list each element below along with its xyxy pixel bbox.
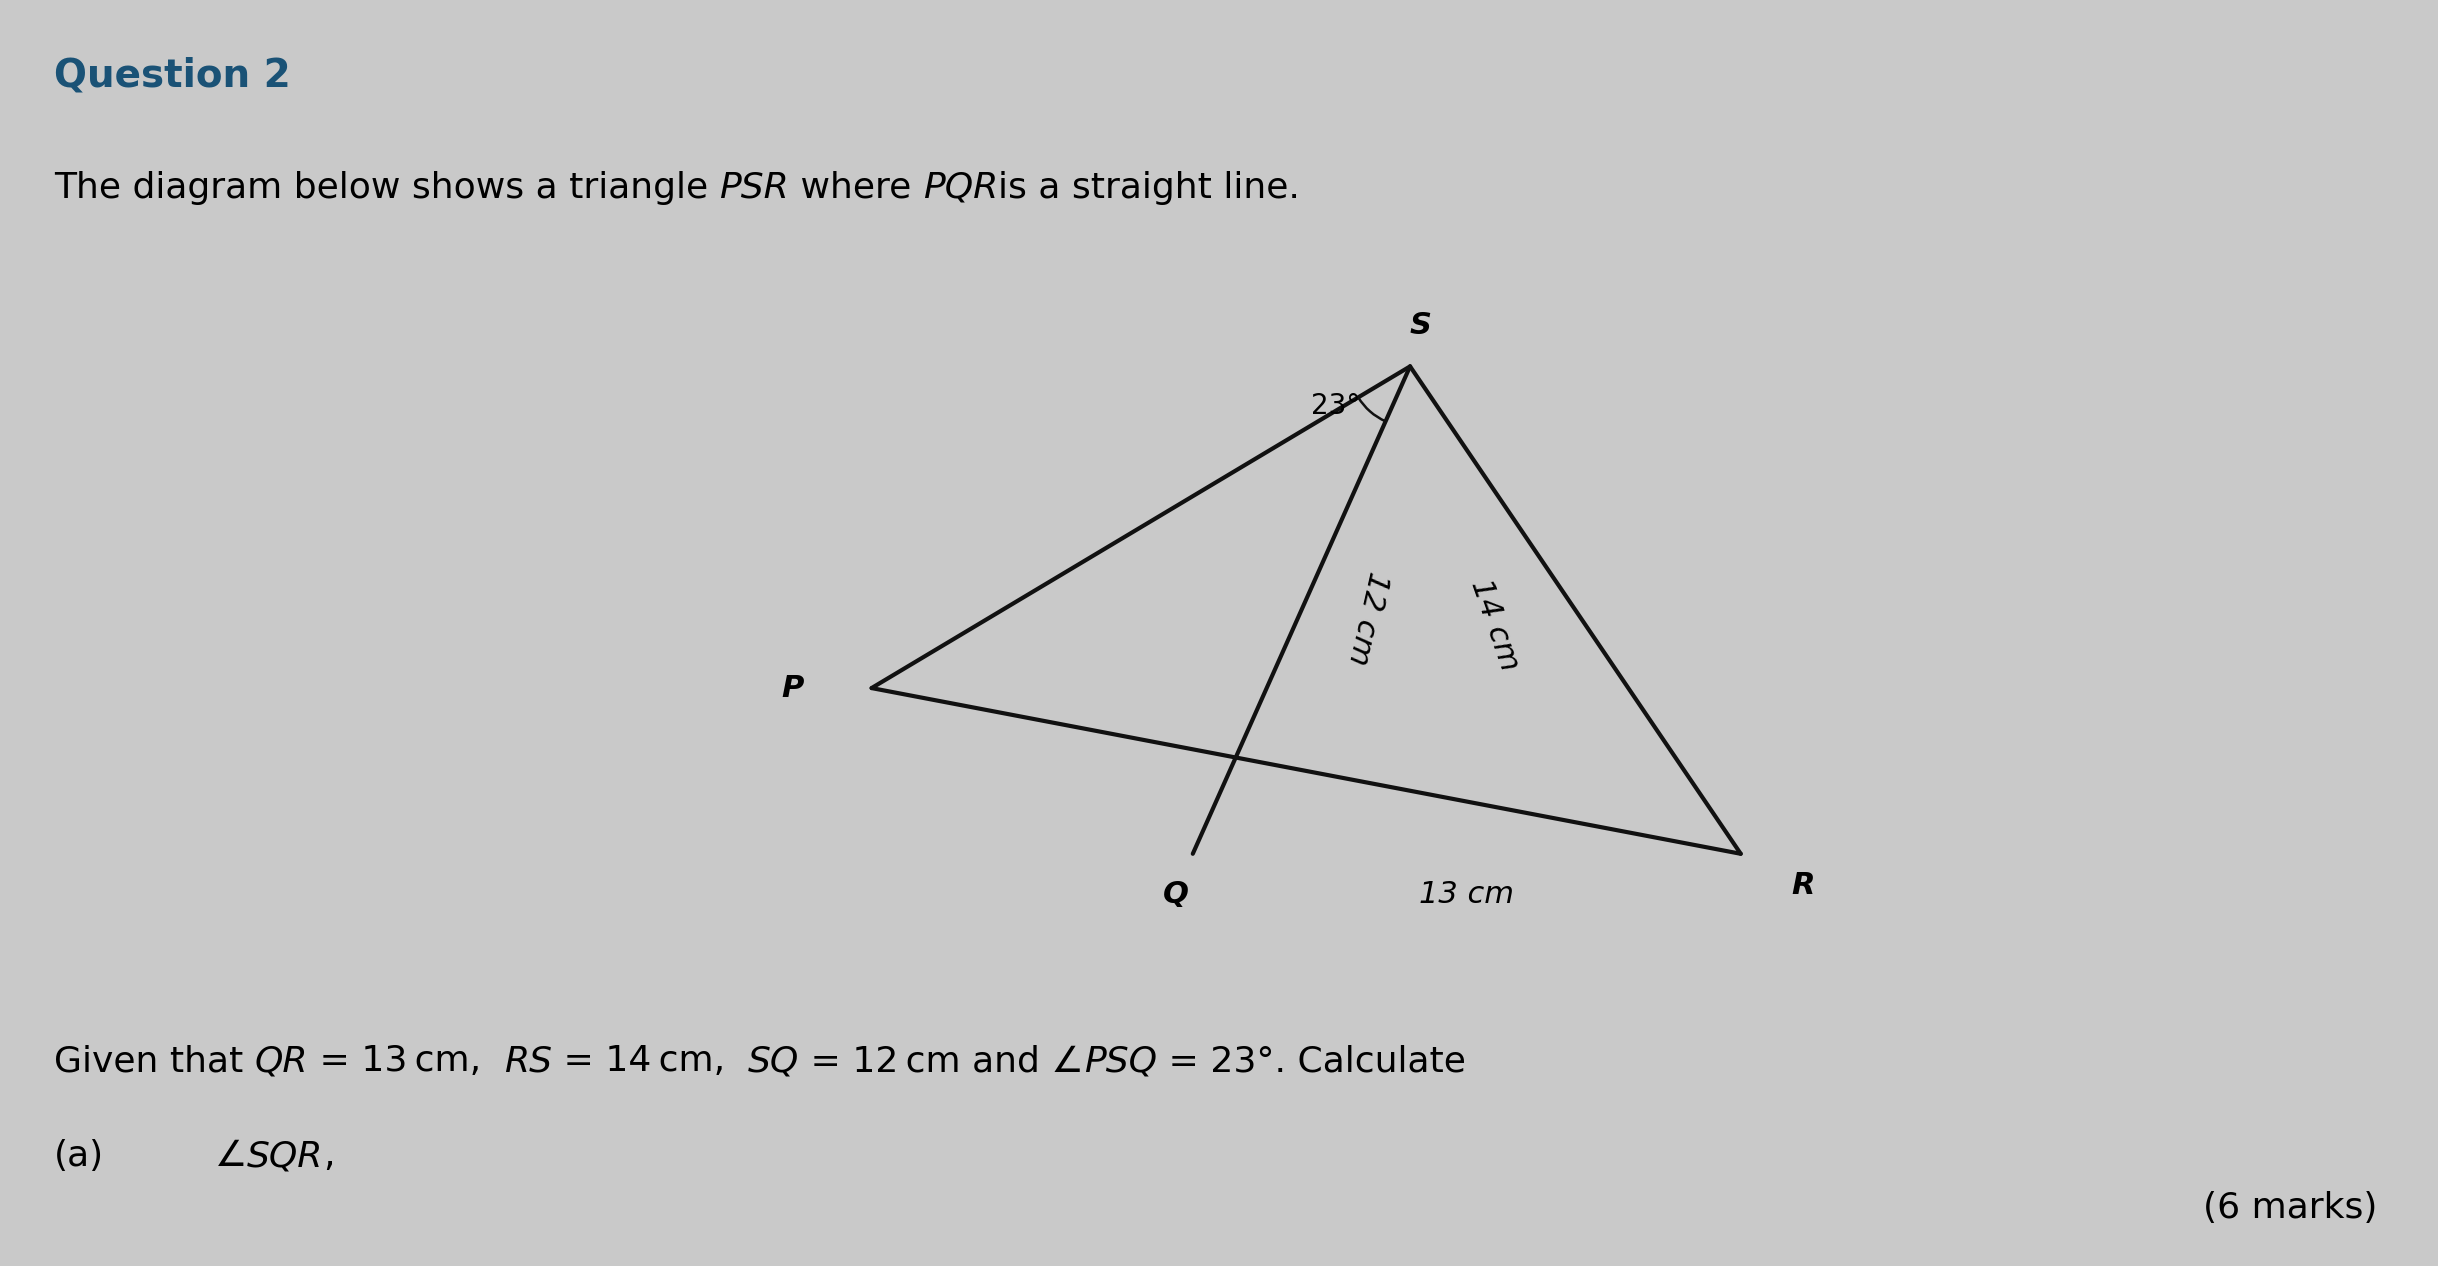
Text: QR: QR xyxy=(254,1044,307,1079)
Text: RS: RS xyxy=(505,1044,551,1079)
Text: P: P xyxy=(780,674,805,703)
Text: is a straight line.: is a straight line. xyxy=(997,171,1299,205)
Text: R: R xyxy=(1792,871,1816,900)
Text: 14 cm: 14 cm xyxy=(1465,575,1524,675)
Text: = 14 cm,: = 14 cm, xyxy=(551,1044,748,1079)
Text: The diagram below shows a triangle: The diagram below shows a triangle xyxy=(54,171,719,205)
Text: PSQ: PSQ xyxy=(1085,1044,1158,1079)
Text: ∠: ∠ xyxy=(215,1139,246,1174)
Text: = 12 cm and ∠: = 12 cm and ∠ xyxy=(800,1044,1085,1079)
Text: 13 cm: 13 cm xyxy=(1419,880,1514,909)
Text: where: where xyxy=(790,171,922,205)
Text: Question 2: Question 2 xyxy=(54,57,290,95)
Text: S: S xyxy=(1409,311,1431,341)
Text: 12 cm: 12 cm xyxy=(1343,568,1392,667)
Text: 23°: 23° xyxy=(1312,391,1360,419)
Text: Q: Q xyxy=(1163,880,1190,909)
Text: SQR: SQR xyxy=(246,1139,324,1174)
Text: (6 marks): (6 marks) xyxy=(2202,1191,2377,1225)
Text: PSR: PSR xyxy=(719,171,790,205)
Text: Given that: Given that xyxy=(54,1044,254,1079)
Text: (a): (a) xyxy=(54,1139,105,1174)
Text: PQR: PQR xyxy=(922,171,997,205)
Text: = 23°. Calculate: = 23°. Calculate xyxy=(1158,1044,1465,1079)
Text: SQ: SQ xyxy=(748,1044,800,1079)
Text: ,: , xyxy=(324,1139,334,1174)
Text: = 13 cm,: = 13 cm, xyxy=(307,1044,505,1079)
